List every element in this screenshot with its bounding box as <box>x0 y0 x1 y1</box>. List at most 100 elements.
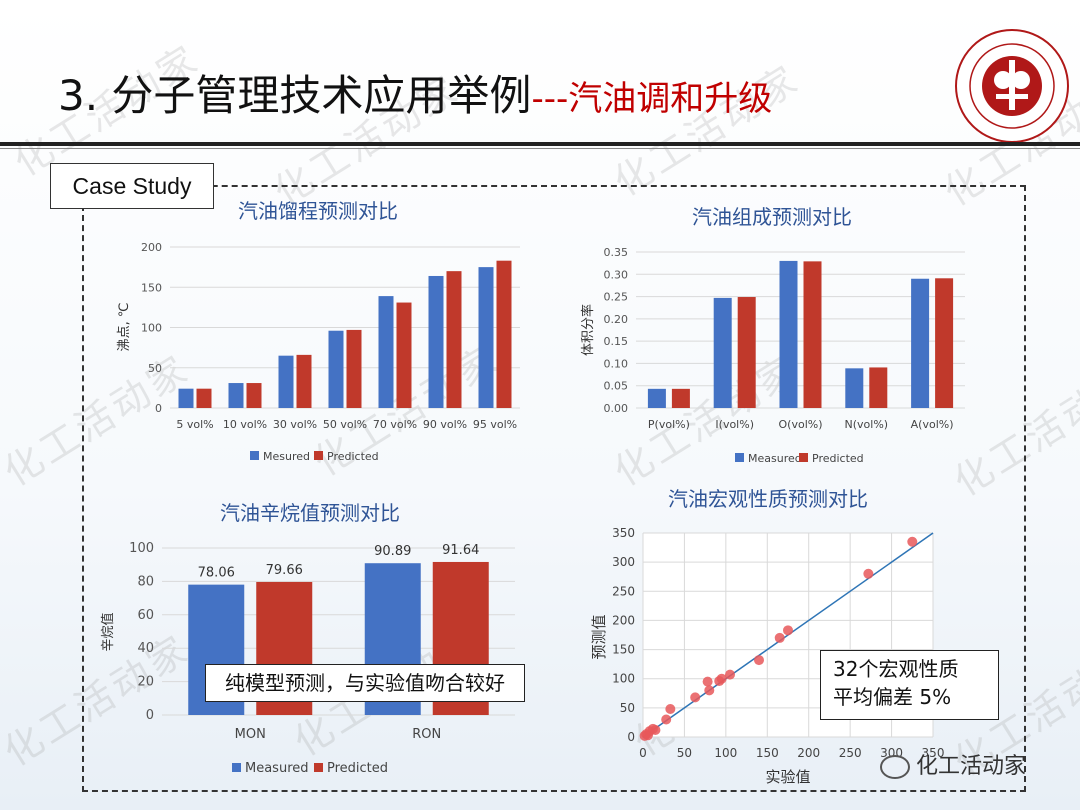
x-tick-label: 95 vol% <box>473 418 517 431</box>
x-tick-label: 50 vol% <box>323 418 367 431</box>
x-tick-label: 250 <box>839 746 862 760</box>
x-tick-label: N(vol%) <box>845 418 889 431</box>
bar-measured <box>378 296 394 408</box>
y-axis-label: 辛烷值 <box>100 612 116 651</box>
wechat-icon <box>880 755 910 779</box>
legend-swatch <box>799 453 808 462</box>
y-tick-label: 0.25 <box>604 291 629 304</box>
y-axis-label: 预测值 <box>590 614 608 659</box>
scatter-point <box>704 685 715 696</box>
bar-predicted <box>935 278 954 408</box>
x-tick-label: 350 <box>922 746 945 760</box>
bar-measured <box>478 267 494 408</box>
legend-label: Measured <box>245 761 309 776</box>
x-tick-label: 0 <box>639 746 647 760</box>
y-tick-label: 50 <box>620 701 635 715</box>
bar-measured <box>713 297 732 408</box>
bar-predicted <box>446 271 462 408</box>
y-axis-label: 体积分率 <box>580 304 596 356</box>
data-label: 90.89 <box>374 544 411 559</box>
bar-predicted <box>196 388 212 408</box>
y-tick-label: 0.35 <box>604 246 629 259</box>
macro-annotation-line2: 平均偏差 5% <box>833 685 952 709</box>
bar-measured <box>779 260 798 408</box>
x-tick-label: P(vol%) <box>648 418 690 431</box>
scatter-point <box>774 632 785 643</box>
y-tick-label: 0.05 <box>604 380 629 393</box>
y-tick-label: 60 <box>137 608 154 623</box>
legend-swatch <box>250 451 259 460</box>
scatter-point <box>725 669 735 680</box>
bar-predicted <box>803 261 822 408</box>
chart-title: 汽油辛烷值预测对比 <box>220 501 400 525</box>
y-tick-label: 0.10 <box>604 357 629 370</box>
bar-predicted <box>346 329 362 408</box>
data-label: 79.66 <box>266 563 303 578</box>
bar-predicted <box>671 388 690 408</box>
y-tick-label: 0 <box>146 708 154 723</box>
chart-title: 汽油宏观性质预测对比 <box>668 487 868 511</box>
case-study-label: Case Study <box>50 163 214 209</box>
macro-annotation-line1: 32个宏观性质 <box>833 657 959 681</box>
y-tick-label: 200 <box>612 613 635 627</box>
y-tick-label: 150 <box>141 281 162 294</box>
x-tick-label: O(vol%) <box>779 418 823 431</box>
chart-title: 汽油组成预测对比 <box>692 205 852 229</box>
scatter-point <box>783 625 793 636</box>
bar-measured <box>328 330 344 408</box>
y-tick-label: 0.20 <box>604 313 629 326</box>
bar-measured <box>911 278 930 408</box>
x-tick-label: 90 vol% <box>423 418 467 431</box>
scatter-point <box>863 568 874 579</box>
scatter-point <box>665 704 676 715</box>
title-sub: ---汽油调和升级 <box>531 79 773 119</box>
y-tick-label: 0 <box>155 402 162 415</box>
y-tick-label: 0.15 <box>604 335 629 348</box>
x-tick-label: MON <box>235 727 266 742</box>
bar-predicted <box>869 367 888 408</box>
scatter-point <box>716 673 727 684</box>
footer-brand: 化工活动家 <box>880 748 1026 780</box>
bar-measured <box>647 388 666 408</box>
y-axis-label: 沸点, ℃ <box>117 303 132 352</box>
y-tick-label: 50 <box>148 362 162 375</box>
case-study-frame <box>82 185 1026 792</box>
scatter-point <box>754 655 764 666</box>
x-tick-label: 200 <box>797 746 820 760</box>
y-tick-label: 0 <box>627 730 635 744</box>
bar-predicted <box>496 260 512 408</box>
macro-annotation: 32个宏观性质 平均偏差 5% <box>820 650 999 720</box>
bar-measured <box>178 388 194 408</box>
y-tick-label: 0.00 <box>604 402 629 415</box>
data-label: 78.06 <box>198 566 235 581</box>
legend-label: Mesured <box>263 450 310 463</box>
bar-predicted <box>396 302 412 408</box>
bar-predicted <box>296 354 312 408</box>
legend-label: Predicted <box>327 761 388 776</box>
legend-swatch <box>314 763 323 772</box>
footer-brand-text: 化工活动家 <box>916 754 1027 779</box>
legend-swatch <box>735 453 744 462</box>
y-tick-label: 0.30 <box>604 268 629 281</box>
bar-measured <box>228 383 244 408</box>
y-tick-label: 150 <box>612 643 635 657</box>
scatter-point <box>907 536 918 547</box>
y-tick-label: 80 <box>137 574 154 589</box>
bar-measured <box>278 355 294 408</box>
scatter-point <box>661 714 672 725</box>
y-tick-label: 300 <box>612 555 635 569</box>
legend-label: Predicted <box>327 450 379 463</box>
legend-label: Predicted <box>812 452 864 465</box>
y-tick-label: 350 <box>612 526 635 540</box>
x-tick-label: I(vol%) <box>715 418 754 431</box>
title-rule <box>0 142 1080 146</box>
x-tick-label: A(vol%) <box>911 418 954 431</box>
scatter-point <box>690 692 701 703</box>
x-tick-label: 30 vol% <box>273 418 317 431</box>
x-axis-label: 实验值 <box>765 768 810 786</box>
x-tick-label: 50 <box>677 746 692 760</box>
scatter-point <box>650 725 661 736</box>
bar-measured <box>845 368 864 408</box>
data-label: 91.64 <box>442 543 479 558</box>
y-tick-label: 100 <box>129 541 154 556</box>
